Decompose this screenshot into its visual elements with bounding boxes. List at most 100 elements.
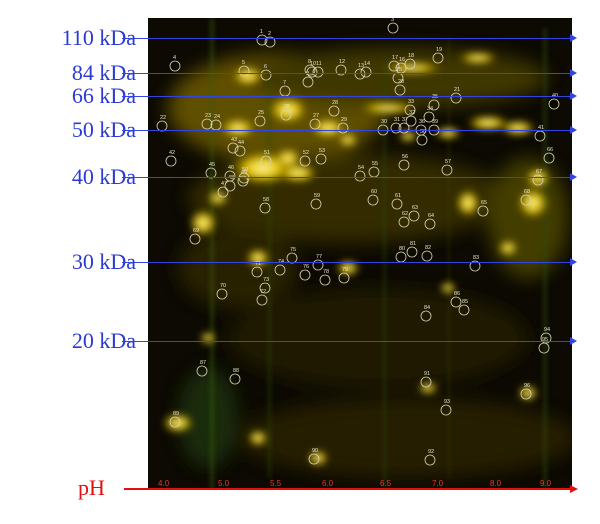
spot-marker: 88	[229, 368, 241, 385]
spot-circle	[450, 296, 462, 308]
spot-number: 59	[314, 193, 320, 199]
spot-marker: 27	[309, 113, 321, 130]
spot-number: 3	[391, 18, 394, 23]
spot-circle	[304, 64, 316, 76]
spot-marker: 17	[388, 55, 400, 72]
spot-circle	[259, 202, 271, 214]
ph-axis-arrow	[570, 485, 578, 493]
spot-number: 19	[436, 47, 442, 53]
marker-line	[122, 38, 570, 39]
spot-marker: 82	[421, 245, 433, 262]
spot-number: 88	[233, 368, 239, 374]
spot-circle	[548, 98, 560, 110]
spot-marker: 73	[259, 277, 271, 294]
marker-label: 30 kDa	[71, 249, 136, 274]
spot-marker: 66	[543, 147, 555, 164]
spot-marker: 93	[440, 399, 452, 416]
spot-marker: 78	[319, 269, 331, 286]
spot-circle	[387, 22, 399, 34]
spot-number: 26	[284, 104, 290, 110]
spot-circle	[328, 105, 340, 117]
spot-number: 24	[214, 114, 220, 120]
spot-marker: 41	[534, 125, 546, 142]
spot-marker: 89	[169, 411, 181, 428]
ph-axis-line	[124, 488, 570, 490]
spot-circle	[201, 118, 213, 130]
spot-marker: 62	[398, 211, 410, 228]
marker-label: 66 kDa	[71, 83, 136, 108]
marker-label: 20 kDa	[71, 328, 136, 353]
spot-number: 30	[381, 119, 387, 125]
spot-marker: 68	[520, 189, 532, 206]
spot-marker: 35	[428, 94, 440, 111]
spot-number: 56	[402, 154, 408, 160]
spot-circle	[315, 153, 327, 165]
spot-circle	[264, 36, 276, 48]
spot-marker: 85	[458, 299, 470, 316]
spot-marker: 14	[360, 61, 372, 78]
spot-circle	[440, 404, 452, 416]
marker-arrow	[570, 337, 577, 345]
spot-marker: 18	[404, 53, 416, 70]
spot-marker: 71	[251, 261, 263, 278]
spot-number: 7	[283, 80, 286, 86]
spot-marker: 43	[227, 137, 239, 154]
spot-number: 6	[264, 64, 267, 70]
spot-marker: 47	[217, 181, 229, 198]
spot-circle	[398, 122, 410, 134]
spot-number: 5	[242, 60, 245, 66]
marker-label: 50 kDa	[71, 117, 136, 142]
spot-circle	[224, 180, 236, 192]
spot-number: 17	[392, 55, 398, 61]
spot-number: 64	[428, 213, 434, 219]
spot-circle	[338, 272, 350, 284]
ph-tick: 4.0	[158, 479, 170, 488]
spot-marker: 26	[280, 104, 292, 121]
marker-label: 110 kDa	[61, 25, 136, 50]
marker-label: 40 kDa	[71, 164, 136, 189]
ph-tick: 5.0	[218, 479, 230, 488]
spot-marker: 70	[216, 283, 228, 300]
spot-number: 27	[313, 113, 319, 119]
spot-number: 13	[358, 63, 364, 69]
spot-number: 37	[402, 117, 408, 123]
spot-circle	[238, 65, 250, 77]
spot-marker: 54	[354, 165, 366, 182]
spot-circle	[299, 269, 311, 281]
spot-number: 47	[221, 181, 227, 187]
spot-circle	[428, 99, 440, 111]
spot-circle	[416, 134, 428, 146]
spot-circle	[337, 122, 349, 134]
spot-marker: 58	[259, 197, 271, 214]
spot-number: 96	[524, 383, 530, 389]
spot-circle	[477, 205, 489, 217]
spot-circle	[354, 170, 366, 182]
spot-number: 76	[303, 264, 309, 270]
spot-marker: 50	[238, 167, 250, 184]
spot-marker: 81	[406, 241, 418, 258]
spot-number: 18	[408, 53, 414, 59]
spot-number: 73	[263, 277, 269, 283]
spot-circle	[404, 104, 416, 116]
spot-number: 15	[396, 67, 402, 73]
spot-number: 84	[424, 305, 430, 311]
spot-marker: 59	[310, 193, 322, 210]
spot-marker: 72	[256, 289, 268, 306]
spot-marker: 51	[260, 150, 272, 167]
spot-marker: 61	[391, 193, 403, 210]
spot-marker: 44	[234, 140, 246, 157]
spot-circle	[543, 152, 555, 164]
marker-line	[122, 341, 570, 342]
spot-number: 38	[420, 129, 426, 135]
spot-number: 41	[538, 125, 544, 131]
spot-circle	[286, 252, 298, 264]
spot-marker: 28	[328, 100, 340, 117]
spot-number: 86	[454, 291, 460, 297]
spot-circle	[309, 118, 321, 130]
spot-marker: 87	[196, 360, 208, 377]
spot-marker: 90	[308, 448, 320, 465]
spot-circle	[306, 66, 318, 78]
spot-number: 20	[398, 79, 404, 85]
spot-number: 85	[462, 299, 468, 305]
